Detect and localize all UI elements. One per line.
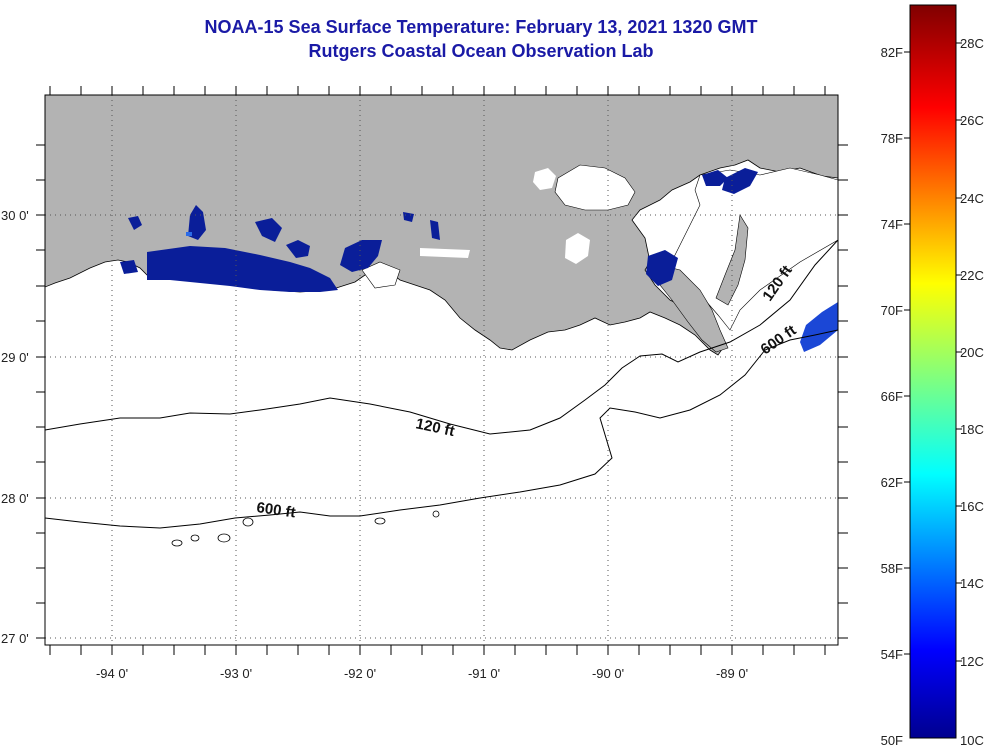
colorbar-label-c: 28C (960, 36, 984, 51)
colorbar-label-f: 70F (881, 303, 903, 318)
lake (420, 248, 470, 258)
colorbar-label-c: 10C (960, 733, 984, 748)
lake (533, 168, 556, 190)
colorbar-label-f: 74F (881, 217, 903, 232)
colorbar-label-c: 12C (960, 654, 984, 669)
cold-sst-patch (255, 218, 282, 242)
lat-label: 28 0' (1, 491, 29, 506)
axis-ticks (36, 86, 848, 655)
map-subtitle: Rutgers Coastal Ocean Observation Lab (308, 41, 654, 61)
colorbar-ticks (904, 42, 962, 662)
colorbar-label-c: 18C (960, 422, 984, 437)
lake (554, 164, 636, 211)
contour-600ft (45, 329, 838, 529)
colorbar-label-c: 26C (960, 113, 984, 128)
colorbar-label-c: 16C (960, 499, 984, 514)
colorbar-label-c: 14C (960, 576, 984, 591)
cold-sst-patch (430, 220, 440, 240)
graticule (45, 95, 838, 645)
cold-sst-patch (722, 168, 758, 194)
colorbar-label-f: 58F (881, 561, 903, 576)
colorbar-label-f: 78F (881, 131, 903, 146)
colorbar-label-f: 50F (881, 733, 903, 748)
lon-label: -92 0' (344, 666, 376, 681)
lat-label: 30 0' (1, 208, 29, 223)
colorbar-label-c: 24C (960, 191, 984, 206)
contour-600ft-islands (171, 510, 440, 547)
lon-label: -91 0' (468, 666, 500, 681)
contour-label: 600 ft (255, 499, 296, 521)
cold-sst-patch (128, 216, 142, 230)
cold-sst-patch (340, 240, 382, 272)
lon-label: -94 0' (96, 666, 128, 681)
lon-label: -89 0' (716, 666, 748, 681)
lake (361, 261, 401, 289)
cold-sst-patch (800, 302, 838, 352)
colorbar-label-c: 22C (960, 268, 984, 283)
land-area (659, 264, 729, 353)
cold-sst-patch (186, 232, 192, 236)
lon-label: -93 0' (220, 666, 252, 681)
colorbar-label-f: 66F (881, 389, 903, 404)
colorbar-label-f: 82F (881, 45, 903, 60)
cold-sst-patch (286, 240, 310, 258)
contour-120ft (45, 239, 838, 435)
colorbar-label-f: 54F (881, 647, 903, 662)
cold-sst-patch (646, 250, 678, 286)
cold-sst-patch (120, 260, 138, 274)
lat-label: 29 0' (1, 350, 29, 365)
map-title: NOAA-15 Sea Surface Temperature: Februar… (204, 17, 758, 37)
cold-sst-patch (188, 205, 206, 240)
lon-label: -90 0' (592, 666, 624, 681)
cold-sst-patch (147, 246, 338, 292)
lat-label: 27 0' (1, 631, 29, 646)
colorbar-label-c: 20C (960, 345, 984, 360)
map-frame (44, 94, 839, 646)
bay (669, 167, 838, 331)
lake (565, 233, 590, 264)
colorbar-label-f: 62F (881, 475, 903, 490)
colorbar (909, 4, 957, 739)
cold-sst-patch (702, 170, 728, 186)
